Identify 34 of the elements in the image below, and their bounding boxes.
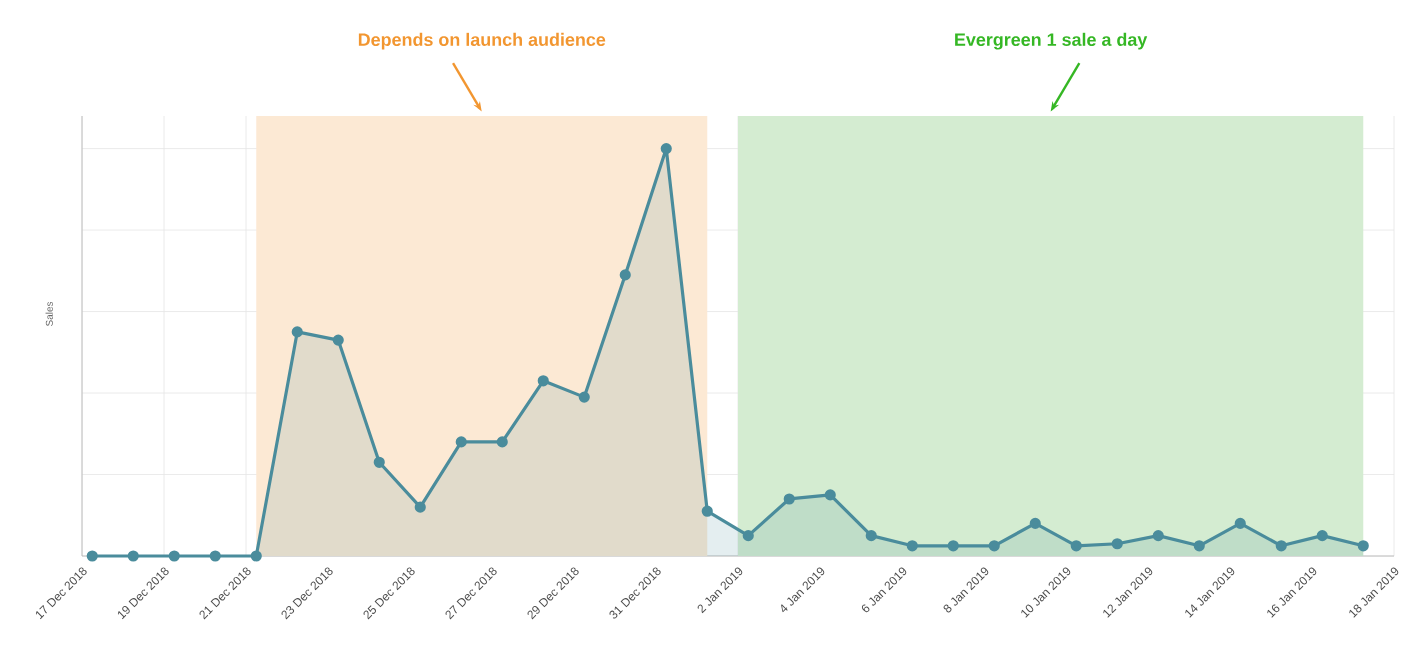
point — [1070, 540, 1082, 552]
point — [537, 375, 549, 387]
point — [988, 540, 1000, 552]
point — [660, 143, 672, 155]
point — [455, 436, 467, 448]
point — [86, 550, 98, 562]
point — [1193, 540, 1205, 552]
point — [824, 489, 836, 501]
point — [1357, 540, 1369, 552]
point — [1029, 517, 1041, 529]
point — [1275, 540, 1287, 552]
point — [1316, 530, 1328, 542]
point — [291, 326, 303, 338]
point — [865, 530, 877, 542]
point — [742, 530, 754, 542]
point — [496, 436, 508, 448]
band-label: Depends on launch audience — [358, 32, 606, 50]
point — [373, 456, 385, 468]
point — [332, 334, 344, 346]
point — [783, 493, 795, 505]
point — [619, 269, 631, 281]
point — [1152, 530, 1164, 542]
band-label: Evergreen 1 sale a day — [955, 32, 1148, 50]
point — [701, 505, 713, 517]
point — [1111, 538, 1123, 550]
point — [947, 540, 959, 552]
point — [578, 391, 590, 403]
point — [127, 550, 139, 562]
point — [250, 550, 262, 562]
point — [209, 550, 221, 562]
point — [168, 550, 180, 562]
point — [414, 501, 426, 513]
point — [1234, 517, 1246, 529]
point — [906, 540, 918, 552]
